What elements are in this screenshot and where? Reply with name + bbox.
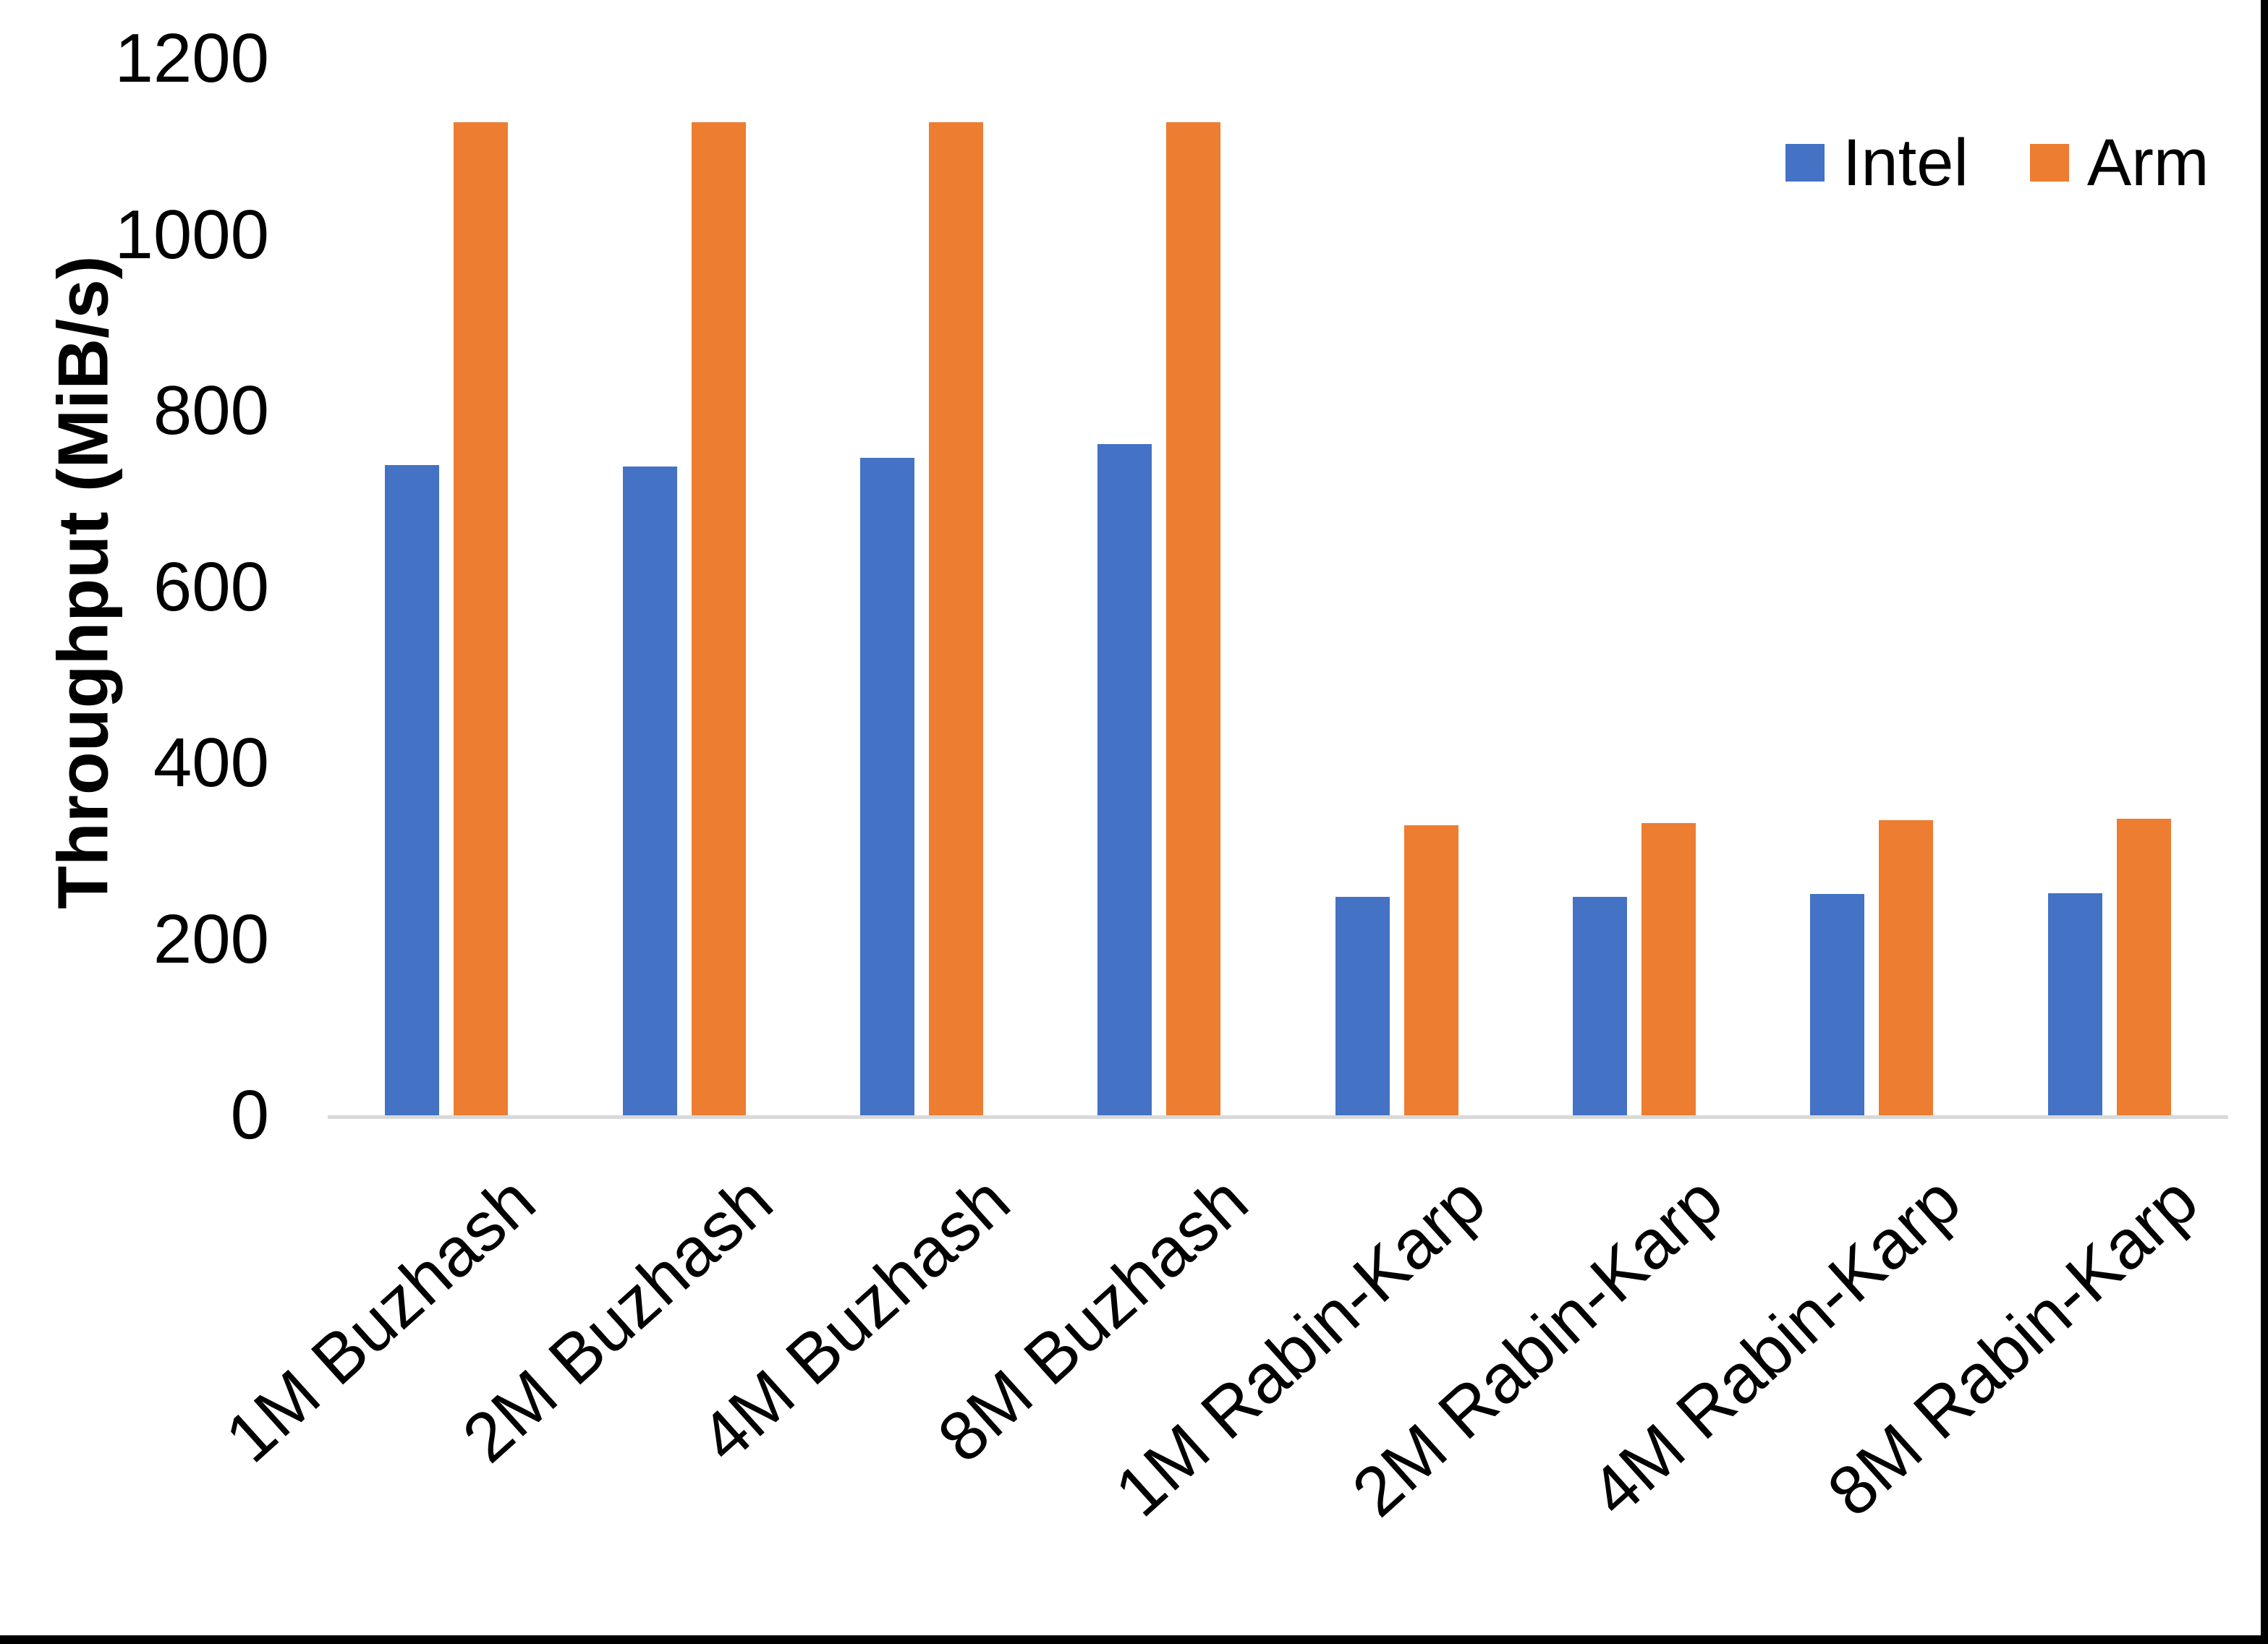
right-border bbox=[2261, 0, 2268, 1644]
bar-intel-1m-rabin-karp bbox=[1335, 897, 1390, 1115]
bar-intel-2m-rabin-karp bbox=[1573, 897, 1628, 1115]
bar-intel-8m-buzhash bbox=[1097, 444, 1152, 1115]
bar-intel-4m-rabin-karp bbox=[1810, 894, 1865, 1115]
y-tick-label-1200: 1200 bbox=[114, 20, 269, 97]
bar-intel-1m-buzhash bbox=[385, 465, 440, 1115]
bar-intel-2m-buzhash bbox=[622, 466, 677, 1115]
bar-arm-4m-buzhash bbox=[928, 122, 983, 1115]
bar-arm-8m-buzhash bbox=[1166, 122, 1221, 1115]
legend: Intel Arm bbox=[1785, 129, 2209, 196]
y-tick-label-600: 600 bbox=[153, 548, 269, 626]
legend-label-arm: Arm bbox=[2086, 126, 2209, 200]
y-tick-label-800: 800 bbox=[153, 372, 269, 449]
legend-label-intel: Intel bbox=[1843, 126, 1968, 200]
bar-arm-8m-rabin-karp bbox=[2116, 818, 2171, 1115]
y-tick-label-1000: 1000 bbox=[114, 195, 269, 273]
y-tick-label-0: 0 bbox=[230, 1076, 269, 1154]
bar-arm-4m-rabin-karp bbox=[1879, 820, 1934, 1115]
y-tick-label-400: 400 bbox=[153, 724, 269, 801]
bar-intel-8m-rabin-karp bbox=[2047, 893, 2102, 1115]
legend-item-arm: Arm bbox=[2029, 126, 2209, 200]
bar-arm-1m-rabin-karp bbox=[1403, 825, 1458, 1115]
bar-intel-4m-buzhash bbox=[859, 457, 914, 1115]
bar-arm-2m-rabin-karp bbox=[1641, 822, 1696, 1115]
legend-item-intel: Intel bbox=[1785, 129, 1968, 196]
bottom-border bbox=[0, 1635, 2268, 1644]
bar-arm-2m-buzhash bbox=[691, 122, 746, 1115]
legend-swatch-arm bbox=[2029, 144, 2069, 182]
x-axis-line bbox=[328, 1115, 2228, 1119]
bar-arm-1m-buzhash bbox=[454, 122, 509, 1115]
y-tick-label-200: 200 bbox=[153, 900, 269, 978]
legend-swatch-intel bbox=[1785, 144, 1825, 182]
